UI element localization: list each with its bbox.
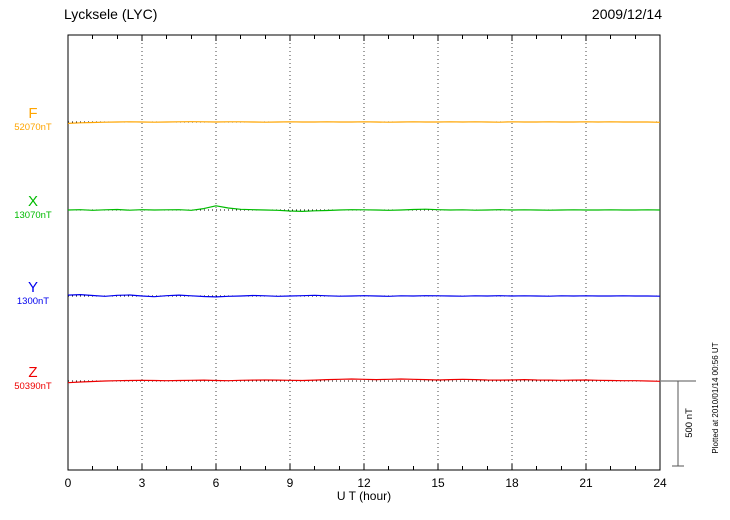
series-label-X: X 13070nT	[2, 193, 64, 221]
plot-border	[67, 34, 661, 471]
x-tick-label: 18	[505, 476, 519, 490]
trace-Z	[67, 378, 661, 384]
trace-X	[67, 205, 661, 212]
x-tick-label: 24	[653, 476, 667, 490]
plotted-at-note: Plotted at 2010/01/14 00:56 UT	[711, 342, 720, 454]
series-letter-Y: Y	[27, 279, 38, 296]
series-baseline-F: 52070nT	[14, 121, 52, 133]
series-label-Y: Y 1300nT	[2, 279, 64, 307]
trace-Y	[67, 294, 661, 298]
plot-date: 2009/12/14	[591, 6, 662, 22]
x-tick-label: 15	[431, 476, 445, 490]
series-label-Z: Z 50390nT	[2, 364, 64, 392]
x-tick-label: 6	[213, 476, 220, 490]
series-baseline-X: 13070nT	[14, 209, 52, 221]
series-letter-Z: Z	[28, 364, 38, 381]
series-letter-F: F	[28, 105, 38, 122]
series-label-F: F 52070nT	[2, 105, 64, 133]
trace-F	[67, 121, 661, 124]
x-tick-label: 3	[139, 476, 146, 490]
series-baseline-Z: 50390nT	[14, 380, 52, 392]
x-tick-label: 12	[357, 476, 371, 490]
x-tick-label: 21	[579, 476, 593, 490]
x-tick-label: 9	[287, 476, 294, 490]
x-axis-label: U T (hour)	[336, 489, 392, 503]
series-letter-X: X	[27, 193, 38, 210]
station-title: Lycksele (LYC)	[64, 6, 158, 22]
scale-bar-label: 500 nT	[684, 408, 695, 438]
x-tick-label: 0	[65, 476, 72, 490]
series-baseline-Y: 1300nT	[16, 295, 50, 307]
